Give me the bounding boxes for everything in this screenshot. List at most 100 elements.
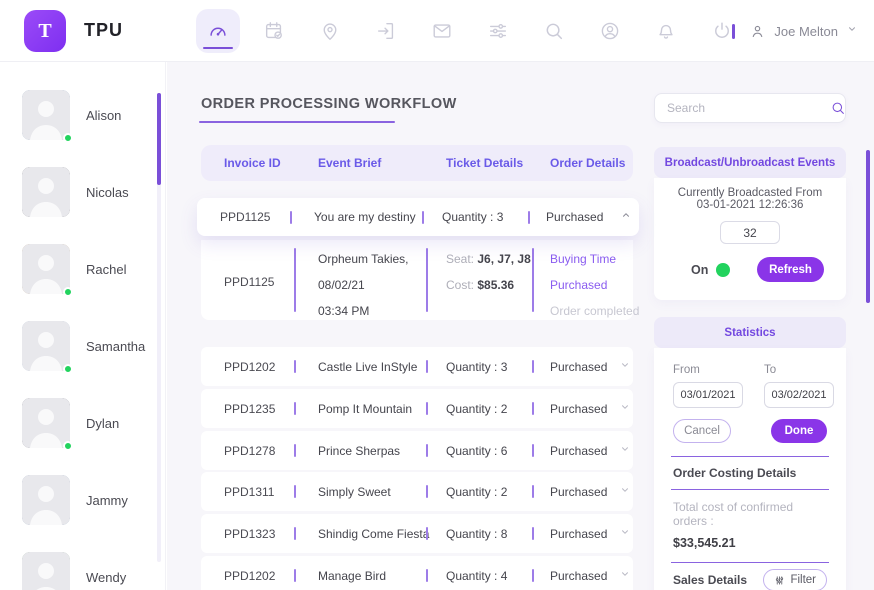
online-indicator (63, 441, 73, 451)
to-date-input[interactable] (764, 382, 834, 408)
contact-rachel[interactable]: Rachel (22, 244, 165, 297)
cell-divider (290, 210, 292, 224)
event-brief: Castle Live InStyle (318, 359, 418, 374)
invoice-id: PPD1125 (220, 210, 271, 224)
table-row[interactable]: PPD1202 Manage Bird Quantity : 4 Purchas… (201, 556, 633, 590)
from-date-input[interactable] (673, 382, 743, 408)
cancel-button[interactable]: Cancel (673, 419, 731, 443)
event-brief: Pomp It Mountain (318, 401, 413, 416)
table-row[interactable]: PPD1323 Shindig Come Fiesta Quantity : 8… (201, 514, 633, 553)
table-row[interactable]: PPD1202 Castle Live InStyle Quantity : 3… (201, 347, 633, 386)
refresh-button[interactable]: Refresh (757, 257, 824, 282)
total-cost-label: Total cost of confirmed orders : (673, 500, 794, 528)
mail-icon (433, 24, 451, 38)
nav-login[interactable] (364, 9, 408, 53)
done-button[interactable]: Done (771, 419, 827, 443)
broadcast-on-indicator[interactable] (716, 262, 731, 277)
app-logo[interactable]: T (24, 10, 66, 52)
nav-dashboard[interactable] (196, 9, 240, 53)
contact-wendy[interactable]: Wendy (22, 552, 165, 590)
to-label: To (764, 364, 777, 376)
nav-calendar[interactable] (252, 9, 296, 53)
nav-mail[interactable] (420, 9, 464, 53)
table-row[interactable]: PPD1311 Simply Sweet Quantity : 2 Purcha… (201, 472, 633, 511)
online-indicator (63, 364, 73, 374)
order-status-list: Buying Time Purchased Order completed (550, 240, 639, 324)
contact-name: Jammy (86, 492, 128, 508)
chevron-down-icon (846, 22, 858, 40)
chevron-down-icon[interactable] (619, 483, 631, 501)
contact-jammy[interactable]: Jammy (22, 475, 165, 525)
chevron-down-icon[interactable] (619, 442, 631, 460)
chevron-down-icon[interactable] (619, 400, 631, 418)
chevron-down-icon[interactable] (619, 358, 631, 376)
col-order-details: Order Details (550, 156, 626, 170)
chevron-up-icon[interactable] (620, 208, 632, 226)
search-input[interactable] (655, 101, 830, 115)
order-details: Purchased (550, 359, 608, 374)
contact-samantha[interactable]: Samantha (22, 321, 165, 374)
chevron-down-icon[interactable] (619, 525, 631, 543)
avatar (22, 475, 70, 525)
broadcast-count-input[interactable] (720, 221, 780, 244)
nav-settings[interactable] (476, 9, 520, 53)
avatar (22, 398, 73, 451)
user-circle-icon (601, 22, 619, 40)
contact-nicolas[interactable]: Nicolas (22, 167, 165, 217)
main-scrollbar-thumb[interactable] (866, 150, 870, 303)
contact-list: Alison Nicolas Rachel Samantha Dylan Jam… (0, 62, 165, 590)
sidebar-scrollbar-thumb[interactable] (157, 93, 161, 185)
order-details: Purchased (550, 484, 608, 499)
cell-divider (294, 527, 296, 540)
table-row-expanded[interactable]: PPD1125 You are my destiny Quantity : 3 … (197, 198, 639, 236)
order-details: Purchased (546, 210, 604, 224)
online-indicator (63, 287, 73, 297)
contact-dylan[interactable]: Dylan (22, 398, 165, 451)
contact-name: Alison (86, 107, 122, 123)
col-invoice-id: Invoice ID (224, 156, 281, 170)
statistics-panel: From To Cancel Done Order Costing Detail… (654, 348, 846, 590)
logo-letter: T (38, 19, 52, 42)
broadcast-panel-header: Broadcast/Unbroadcast Events (654, 147, 846, 178)
broadcast-toggle-label: On (691, 262, 709, 277)
invoice-id: PPD1202 (224, 359, 276, 374)
chevron-down-icon[interactable] (619, 567, 631, 585)
sidebar-scrollbar-track (157, 93, 161, 562)
row-detail-panel: PPD1125 Orpheum Takies, 08/02/21 03:34 P… (201, 240, 639, 320)
nav-profile[interactable] (588, 9, 632, 53)
nav-notifications[interactable] (644, 9, 688, 53)
from-label: From (673, 364, 700, 376)
contact-alison[interactable]: Alison (22, 90, 165, 143)
sliders-icon (489, 23, 507, 39)
nav-location[interactable] (308, 9, 352, 53)
avatar (22, 167, 70, 217)
event-brief: Shindig Come Fiesta (318, 526, 430, 541)
divider (671, 489, 829, 490)
event-brief: Prince Sherpas (318, 443, 401, 458)
event-brief: Simply Sweet (318, 484, 391, 499)
filter-button[interactable]: Filter (763, 569, 827, 590)
status-step: Buying Time (550, 252, 617, 266)
search-icon (546, 23, 563, 40)
detail-divider (294, 248, 296, 312)
invoice-id: PPD1202 (224, 568, 276, 583)
cell-divider (426, 485, 428, 498)
nav-search[interactable] (532, 9, 576, 53)
nav-divider (732, 23, 736, 39)
user-menu[interactable]: Joe Melton (732, 0, 858, 62)
ticket-details: Quantity : 3 (446, 359, 508, 374)
event-brief: You are my destiny (314, 210, 416, 224)
avatar (22, 90, 73, 143)
cell-divider (532, 444, 534, 457)
total-cost-value: $33,545.21 (673, 536, 736, 550)
search-submit-button[interactable] (830, 94, 846, 122)
page-title: ORDER PROCESSING WORKFLOW (201, 96, 457, 112)
cell-divider (426, 360, 428, 373)
table-row[interactable]: PPD1278 Prince Sherpas Quantity : 6 Purc… (201, 431, 633, 470)
cell-divider (532, 402, 534, 415)
order-details: Purchased (550, 443, 608, 458)
table-row[interactable]: PPD1235 Pomp It Mountain Quantity : 2 Pu… (201, 389, 633, 428)
ticket-detail: Seat: J6, J7, J8 Cost: $85.36 (446, 252, 531, 292)
dashboard-icon (210, 27, 226, 37)
power-icon (715, 22, 729, 38)
